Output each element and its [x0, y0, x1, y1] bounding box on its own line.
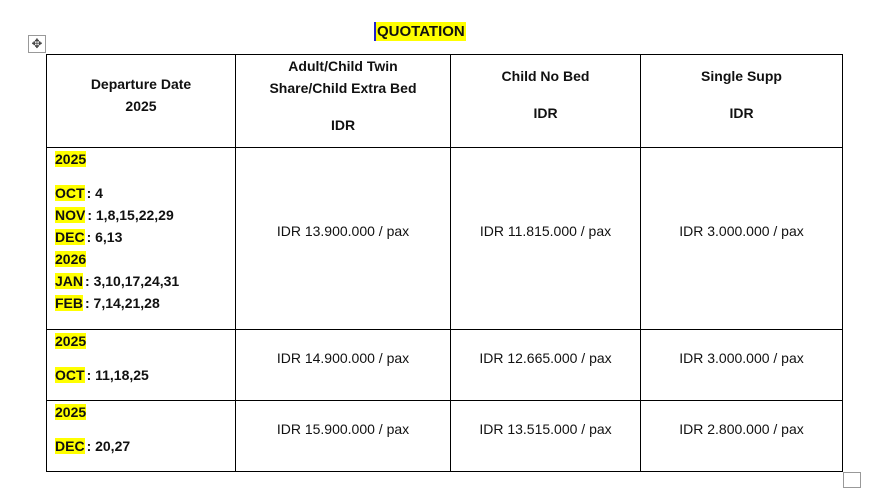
header-line: Child No Bed: [501, 68, 590, 84]
month: JAN: [55, 273, 84, 289]
departure-dates: 2025 OCT: 11,18,25: [55, 330, 149, 386]
price-child: IDR 11.815.000 / pax: [479, 223, 612, 239]
days: : 6,13: [86, 229, 123, 245]
year-line: 2025: [55, 330, 149, 352]
resize-handle-icon[interactable]: [843, 472, 861, 488]
month: NOV: [55, 207, 86, 223]
table-border: [842, 54, 843, 472]
header-line: IDR: [330, 117, 356, 133]
table-border: [640, 54, 641, 472]
month: DEC: [55, 438, 85, 454]
price-adult: IDR 14.900.000 / pax: [276, 350, 410, 366]
year-line: 2026: [55, 248, 179, 270]
price-child: IDR 12.665.000 / pax: [479, 350, 612, 366]
month: FEB: [55, 295, 83, 311]
table-border: [46, 400, 843, 401]
header-child-no-bed: Child No Bed IDR: [450, 65, 641, 124]
month: DEC: [55, 229, 85, 245]
header-line: IDR: [533, 105, 558, 121]
price-single: IDR 2.800.000 / pax: [679, 421, 804, 437]
month-line: DEC: 6,13: [55, 226, 179, 248]
header-line: IDR: [729, 105, 754, 121]
header-line: Share/Child Extra Bed: [269, 80, 417, 96]
table-border: [235, 54, 236, 472]
year-line: 2025: [55, 148, 179, 170]
price-child: IDR 13.515.000 / pax: [479, 421, 612, 437]
year: 2025: [55, 404, 87, 420]
month-line: OCT: 4: [55, 182, 179, 204]
price-adult: IDR 15.900.000 / pax: [276, 421, 410, 437]
header-line: Departure Date: [90, 76, 192, 92]
table-border: [46, 471, 843, 472]
header-single-supp: Single Supp IDR: [640, 65, 843, 124]
month: OCT: [55, 185, 85, 201]
year-line: 2025: [55, 401, 130, 423]
month-line: NOV: 1,8,15,22,29: [55, 204, 179, 226]
price-single: IDR 3.000.000 / pax: [679, 350, 804, 366]
days: : 20,27: [86, 438, 131, 454]
month-line: DEC: 20,27: [55, 435, 130, 457]
departure-dates: 2025 OCT: 4 NOV: 1,8,15,22,29 DEC: 6,13 2026…: [55, 148, 179, 314]
departure-dates: 2025 DEC: 20,27: [55, 401, 130, 457]
year: 2026: [55, 251, 87, 267]
month: OCT: [55, 367, 85, 383]
document-title: QUOTATION: [374, 22, 466, 41]
days: : 1,8,15,22,29: [87, 207, 174, 223]
table-border: [46, 147, 843, 148]
month-line: FEB: 7,14,21,28: [55, 292, 179, 314]
header-line: Single Supp: [701, 68, 782, 84]
header-line: Adult/Child Twin: [288, 58, 398, 74]
header-adult: Adult/Child Twin Share/Child Extra Bed I…: [235, 55, 451, 136]
header-line: 2025: [125, 98, 157, 114]
days: : 11,18,25: [86, 367, 149, 383]
spacer: [55, 352, 149, 364]
move-handle-icon[interactable]: ✥: [28, 35, 46, 53]
price-adult: IDR 13.900.000 / pax: [276, 223, 410, 239]
month-line: OCT: 11,18,25: [55, 364, 149, 386]
table-border: [46, 329, 843, 330]
year: 2025: [55, 333, 87, 349]
days: : 3,10,17,24,31: [85, 273, 180, 289]
spacer: [55, 423, 130, 435]
spacer: [55, 170, 179, 182]
table-border: [46, 54, 47, 472]
table-border: [46, 54, 843, 55]
table-border: [450, 54, 451, 472]
price-single: IDR 3.000.000 / pax: [679, 223, 804, 239]
year: 2025: [55, 151, 87, 167]
days: : 4: [86, 185, 103, 201]
header-departure-date: Departure Date 2025: [46, 73, 236, 117]
month-line: JAN: 3,10,17,24,31: [55, 270, 179, 292]
days: : 7,14,21,28: [85, 295, 160, 311]
